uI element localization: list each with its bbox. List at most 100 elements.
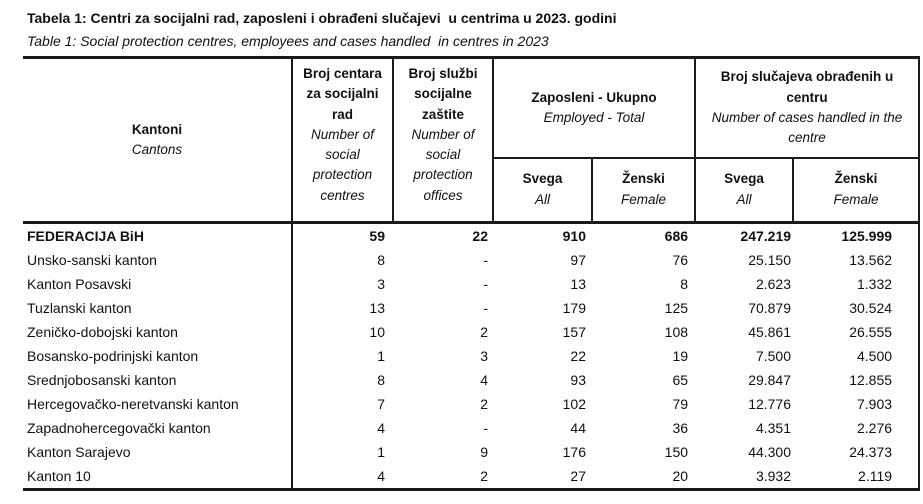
- centres-count-cell: 3: [377, 275, 385, 292]
- offices-count-cell: 2: [480, 395, 488, 412]
- cases-all-cell: 25.150: [748, 251, 792, 268]
- offices-count-cell: 2: [480, 323, 488, 340]
- column-header-centres-en: Number of social protection centres: [310, 126, 375, 203]
- cases-all-cell: 44.300: [748, 443, 792, 460]
- canton-name-cell: Kanton Posavski: [23, 271, 293, 296]
- subheader-cases-all: Svega All: [694, 156, 795, 224]
- table-row: Zapadnohercegovački kanton 4 - 44 36 4.3…: [23, 415, 921, 440]
- social-protection-centres-table: Kantoni Cantons Broj centara za socijaln…: [23, 56, 921, 491]
- cases-female-cell: 12.855: [793, 367, 921, 392]
- canton-name-cell: Zeničko-dobojski kanton: [23, 319, 293, 344]
- cases-all-cell: 29.847: [748, 371, 792, 388]
- employed-female-cell: 65: [672, 371, 689, 388]
- cases-female-cell: 2.276: [793, 415, 921, 440]
- employed-all-cell: 157: [562, 323, 586, 340]
- cases-female-cell: 7.903: [793, 391, 921, 416]
- table-row: Kanton Sarajevo 1 9 176 150 44.300 24.37…: [23, 439, 921, 464]
- employed-female-cell: 19: [672, 347, 689, 364]
- column-group-employed: Zaposleni - Ukupno Employed - Total: [491, 56, 697, 159]
- employed-female-cell: 76: [672, 251, 689, 268]
- canton-name-cell: Tuzlanski kanton: [23, 295, 293, 320]
- canton-name-cell: Unsko-sanski kanton: [23, 247, 293, 272]
- offices-count-cell: -: [483, 419, 488, 436]
- cases-all-cell: 70.879: [748, 299, 792, 316]
- employed-all-cell: 910: [562, 227, 586, 244]
- employed-all-cell: 93: [570, 371, 586, 388]
- canton-name-cell: Zapadnohercegovački kanton: [23, 415, 293, 440]
- table-row: Srednjobosanski kanton 8 4 93 65 29.847 …: [23, 367, 921, 392]
- cases-all-cell: 12.776: [748, 395, 792, 412]
- cases-female-cell: 125.999: [793, 222, 921, 248]
- table-title-english: Table 1: Social protection centres, empl…: [27, 33, 549, 49]
- employed-female-cell: 79: [672, 395, 689, 412]
- column-group-cases: Broj slučajeva obrađenih u centru Number…: [694, 56, 921, 159]
- employed-female-cell: 125: [664, 299, 689, 316]
- offices-count-cell: 22: [472, 227, 488, 244]
- cases-all-cell: 247.219: [740, 227, 792, 244]
- employed-all-cell: 44: [570, 419, 586, 436]
- table-row: Kanton Posavski 3 - 13 8 2.623 1.332: [23, 271, 921, 296]
- canton-name-cell: Bosansko-podrinjski kanton: [23, 343, 293, 368]
- cases-female-cell: 24.373: [793, 439, 921, 464]
- cases-all-cell: 4.351: [755, 419, 792, 436]
- table-row: Hercegovačko-neretvanski kanton 7 2 102 …: [23, 391, 921, 416]
- table-body: FEDERACIJA BiH 59 22 910 686 247.219 125…: [23, 222, 921, 491]
- column-header-cantons-en: Cantons: [131, 141, 183, 157]
- canton-name-cell: Kanton Sarajevo: [23, 439, 293, 464]
- subheader-cases-female: Ženski Female: [792, 156, 921, 224]
- centres-count-cell: 4: [377, 419, 385, 436]
- cases-female-cell: 2.119: [793, 463, 921, 491]
- employed-female-cell: 108: [664, 323, 689, 340]
- canton-name-cell: Kanton 10: [23, 463, 293, 491]
- table-row: Tuzlanski kanton 13 - 179 125 70.879 30.…: [23, 295, 921, 320]
- centres-count-cell: 1: [377, 347, 385, 364]
- offices-count-cell: 9: [480, 443, 488, 460]
- employed-female-cell: 20: [592, 463, 696, 491]
- column-group-cases-bs: Broj slučajeva obrađenih u centru: [720, 69, 894, 105]
- column-group-employed-en: Employed - Total: [543, 109, 645, 125]
- table-row: Bosansko-podrinjski kanton 1 3 22 19 7.5…: [23, 343, 921, 368]
- employed-female-cell: 686: [664, 227, 689, 244]
- cases-female-cell: 1.332: [793, 271, 921, 296]
- centres-count-cell: 1: [377, 443, 385, 460]
- canton-name-cell: Hercegovačko-neretvanski kanton: [23, 391, 293, 416]
- cases-female-cell: 13.562: [793, 247, 921, 272]
- centres-count-cell: 13: [369, 299, 385, 316]
- centres-count-cell: 59: [369, 227, 385, 244]
- canton-name-cell: FEDERACIJA BiH: [23, 222, 293, 248]
- centres-count-cell: 10: [369, 323, 385, 340]
- cases-all-cell: 7.500: [755, 347, 792, 364]
- column-header-cantons-bs: Kantoni: [131, 121, 183, 137]
- subheader-employed-female: Ženski Female: [590, 156, 697, 224]
- cases-all-cell: 2.623: [755, 275, 792, 292]
- subheader-employed-all: Svega All: [492, 156, 593, 224]
- centres-count-cell: 8: [377, 371, 385, 388]
- centres-count-cell: 7: [377, 395, 385, 412]
- table-row: FEDERACIJA BiH 59 22 910 686 247.219 125…: [23, 222, 921, 248]
- offices-count-cell: 2: [393, 463, 493, 491]
- cases-all-cell: 45.861: [748, 323, 792, 340]
- column-header-offices-en: Number of social protection offices: [411, 126, 475, 203]
- title-block: Tabela 1: Centri za socijalni rad, zapos…: [0, 0, 923, 49]
- offices-count-cell: 3: [480, 347, 488, 364]
- centres-count-cell: 4: [292, 463, 393, 491]
- cases-female-cell: 30.524: [793, 295, 921, 320]
- employed-all-cell: 97: [570, 251, 586, 268]
- employed-female-cell: 8: [680, 275, 689, 292]
- canton-name-cell: Srednjobosanski kanton: [23, 367, 293, 392]
- column-header-cantons: Kantoni Cantons: [23, 56, 293, 224]
- employed-female-cell: 36: [672, 419, 689, 436]
- employed-all-cell: 176: [562, 443, 586, 460]
- offices-count-cell: -: [483, 251, 488, 268]
- employed-all-cell: 179: [562, 299, 586, 316]
- column-header-offices: Broj službi socijalne zaštite Number of …: [392, 56, 494, 224]
- column-header-centres-bs: Broj centara za socijalni rad: [303, 66, 382, 122]
- column-group-employed-bs: Zaposleni - Ukupno: [531, 89, 657, 105]
- offices-count-cell: 4: [480, 371, 488, 388]
- table-row: Unsko-sanski kanton 8 - 97 76 25.150 13.…: [23, 247, 921, 272]
- employed-female-cell: 150: [664, 443, 689, 460]
- column-header-centres: Broj centara za socijalni rad Number of …: [291, 56, 394, 224]
- centres-count-cell: 8: [377, 251, 385, 268]
- employed-all-cell: 27: [493, 463, 592, 491]
